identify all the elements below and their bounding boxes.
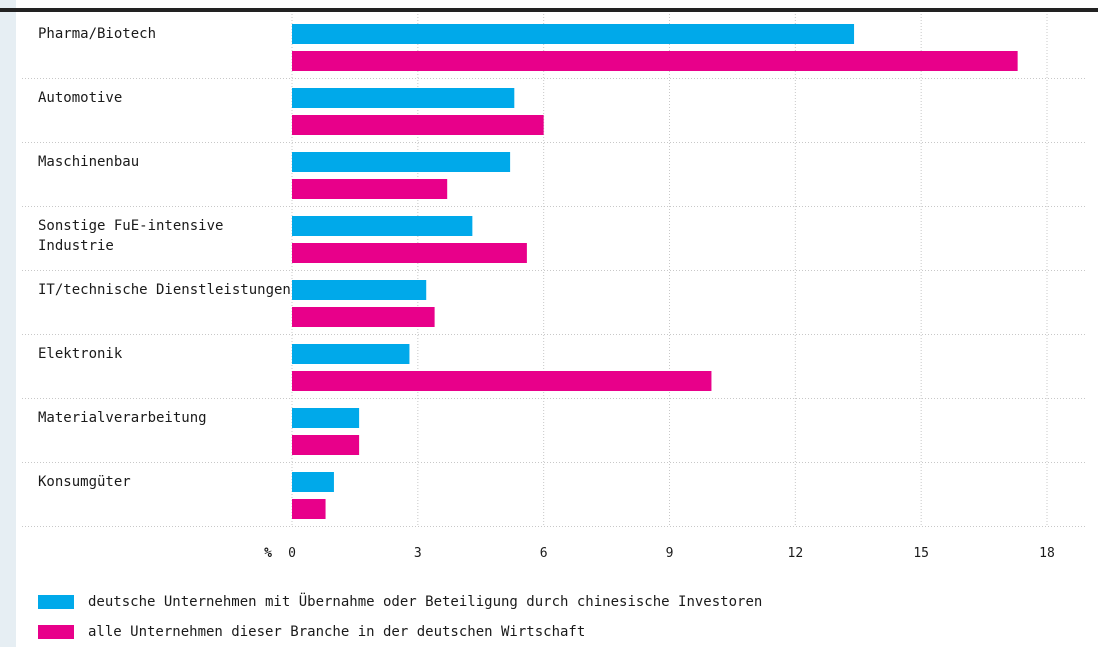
bar-series-2-3 [292, 243, 527, 263]
bar-series-2-4 [292, 307, 435, 327]
bar-series-1-7 [292, 472, 334, 492]
bar-series-1-4 [292, 280, 427, 300]
x-tick-label-0: 0 [288, 546, 296, 561]
category-label: Konsumgüter [38, 474, 131, 490]
x-tick-label-1: 3 [414, 546, 422, 561]
legend-item-2: alle Unternehmen dieser Branche in der d… [38, 624, 585, 640]
bar-series-2-7 [292, 499, 326, 519]
bar-series-1-1 [292, 88, 515, 108]
legend-label-1: deutsche Unternehmen mit Übernahme oder … [88, 594, 763, 610]
category-label: Maschinenbau [38, 154, 139, 170]
bar-series-1-2 [292, 152, 511, 172]
bar-series-2-2 [292, 179, 448, 199]
legend-swatch-2 [38, 625, 74, 639]
category-label: IT/technische Dienstleistungen [38, 282, 291, 298]
bar-series-1-6 [292, 408, 360, 428]
bar-series-2-6 [292, 435, 360, 455]
x-tick-label-3: 9 [666, 546, 674, 561]
category-label: Sonstige FuE-intensive [38, 218, 223, 234]
legend-swatch-1 [38, 595, 74, 609]
legend-label-2: alle Unternehmen dieser Branche in der d… [88, 624, 586, 640]
top-rule [0, 8, 1098, 12]
horizontal-bar-chart: Pharma/Biotech Automotive Maschinenbau Sons… [22, 14, 1085, 561]
x-axis-unit-label: % [264, 546, 272, 561]
category-label: Automotive [38, 90, 122, 106]
left-margin-band [0, 0, 16, 647]
bar-series-2-1 [292, 115, 544, 135]
bar-series-2-0 [292, 51, 1018, 71]
bar-series-1-3 [292, 216, 473, 236]
category-label: Industrie [38, 238, 114, 254]
bar-series-2-5 [292, 371, 712, 391]
x-tick-label-6: 18 [1039, 546, 1055, 561]
x-tick-label-2: 6 [540, 546, 548, 561]
x-tick-label-4: 12 [788, 546, 804, 561]
category-label: Pharma/Biotech [38, 26, 156, 42]
category-label: Elektronik [38, 346, 123, 362]
category-label: Materialverarbeitung [38, 410, 207, 426]
bar-series-1-5 [292, 344, 410, 364]
bar-series-1-0 [292, 24, 855, 44]
legend-item-1: deutsche Unternehmen mit Übernahme oder … [38, 594, 762, 610]
x-tick-label-5: 15 [913, 546, 929, 561]
